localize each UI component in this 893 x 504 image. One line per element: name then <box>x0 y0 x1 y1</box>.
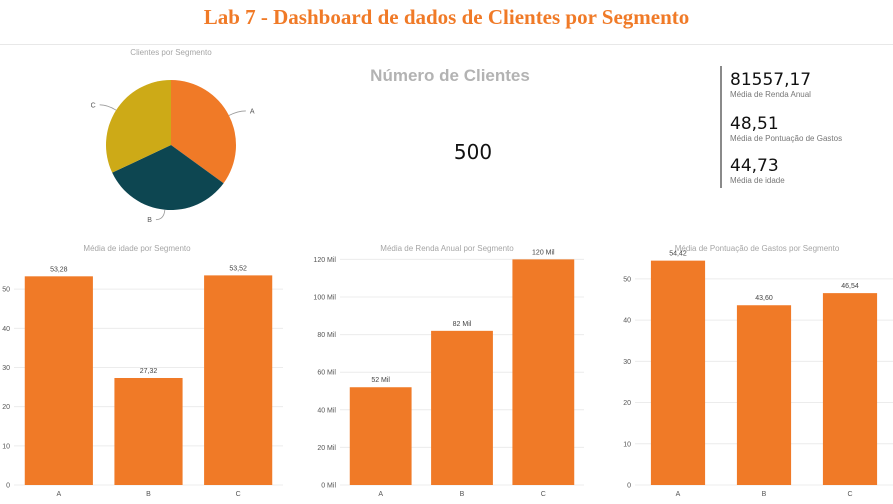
bar-a[interactable] <box>650 260 706 485</box>
data-label: 54,42 <box>669 251 687 258</box>
data-label: 52 Mil <box>371 377 390 384</box>
pie-label-a: A <box>250 108 255 115</box>
multi-card-label: Média de Pontuação de Gastos <box>730 134 843 143</box>
data-label: 43,60 <box>755 295 773 302</box>
multi-card-row-idade: 44,73 Média de idade <box>730 156 785 186</box>
x-tick-label: B <box>460 491 465 498</box>
y-tick-label: 30 <box>623 359 631 366</box>
pie-leader-line <box>155 209 166 221</box>
y-tick-label: 50 <box>2 287 10 294</box>
bar-chart-renda[interactable]: Média de Renda Anual por Segmento 0 Mil 20… <box>298 240 593 500</box>
y-tick-label: 80 Mil <box>317 332 336 339</box>
bar-c[interactable] <box>204 275 273 485</box>
y-tick-label: 40 Mil <box>317 407 336 414</box>
y-tick-label: 30 <box>2 365 10 372</box>
x-tick-label: A <box>378 491 383 498</box>
y-tick-label: 20 <box>2 404 10 411</box>
pie-leader-line <box>228 110 246 116</box>
multi-card-value: 81557,17 <box>730 70 812 90</box>
bar-b[interactable] <box>114 377 183 485</box>
chart-title: Média de idade por Segmento <box>83 244 191 253</box>
data-label: 27,32 <box>140 368 158 375</box>
multi-card-row-renda: 81557,17 Média de Renda Anual <box>730 70 811 100</box>
pie-slice-c[interactable] <box>105 80 171 173</box>
pie-label-c: C <box>91 102 96 109</box>
x-tick-label: A <box>56 491 61 498</box>
y-tick-label: 10 <box>2 443 10 450</box>
data-label: 82 Mil <box>453 321 472 328</box>
y-tick-label: 10 <box>623 441 631 448</box>
x-tick-label: B <box>146 491 151 498</box>
y-tick-label: 0 <box>6 483 10 490</box>
x-tick-label: C <box>541 491 546 498</box>
y-tick-label: 120 Mil <box>313 257 336 264</box>
multi-card-label: Média de Renda Anual <box>730 90 811 99</box>
dashboard-header: Lab 7 - Dashboard de dados de Clientes p… <box>0 0 893 45</box>
chart-title: Média de Renda Anual por Segmento <box>380 244 514 253</box>
pie-slice-b[interactable] <box>112 145 224 211</box>
y-tick-label: 100 Mil <box>313 295 336 302</box>
multi-card-label: Média de idade <box>730 176 785 185</box>
x-tick-label: C <box>236 491 241 498</box>
x-tick-label: B <box>762 491 767 498</box>
data-label: 53,28 <box>50 266 68 273</box>
bar-chart-idade[interactable]: Média de idade por Segmento 0 10 20 30 40 50 53… <box>0 240 290 500</box>
bar-a[interactable] <box>349 387 412 485</box>
bar-b[interactable] <box>431 330 493 485</box>
data-label: 46,54 <box>841 283 859 290</box>
chart-title: Média de Pontuação de Gastos por Segment… <box>675 244 840 253</box>
x-tick-label: C <box>847 491 852 498</box>
y-tick-label: 40 <box>623 318 631 325</box>
pie-label-b: B <box>147 217 152 224</box>
card-value: 500 <box>453 140 493 164</box>
bar-c[interactable] <box>822 293 878 485</box>
bar-c[interactable] <box>512 259 575 485</box>
data-label: 53,52 <box>229 265 247 272</box>
multi-row-card[interactable]: 81557,17 Média de Renda Anual 48,51 Médi… <box>720 66 892 188</box>
x-tick-label: A <box>676 491 681 498</box>
multi-card-value: 48,51 <box>730 114 779 134</box>
y-tick-label: 0 <box>627 483 631 490</box>
bar-chart-pontuacao[interactable]: Média de Pontuação de Gastos por Segment… <box>598 240 893 500</box>
card-title: Número de Clientes <box>370 66 530 85</box>
pie-slice-a[interactable] <box>171 80 236 184</box>
pie-chart-title: Clientes por Segmento <box>130 48 212 57</box>
y-tick-label: 40 <box>2 326 10 333</box>
bar-a[interactable] <box>24 276 93 485</box>
y-tick-label: 20 <box>623 400 631 407</box>
pie-leader-line <box>99 104 117 111</box>
multi-card-row-pontuacao: 48,51 Média de Pontuação de Gastos <box>730 114 842 144</box>
y-tick-label: 20 Mil <box>317 445 336 452</box>
y-tick-label: 60 Mil <box>317 370 336 377</box>
pie-chart[interactable]: Clientes por Segmento A B C <box>30 44 330 224</box>
multi-card-value: 44,73 <box>730 156 779 176</box>
data-label: 120 Mil <box>532 249 555 256</box>
y-tick-label: 50 <box>623 276 631 283</box>
bar-b[interactable] <box>736 305 792 485</box>
y-tick-label: 0 Mil <box>321 483 336 490</box>
page-title: Lab 7 - Dashboard de dados de Clientes p… <box>203 5 690 29</box>
